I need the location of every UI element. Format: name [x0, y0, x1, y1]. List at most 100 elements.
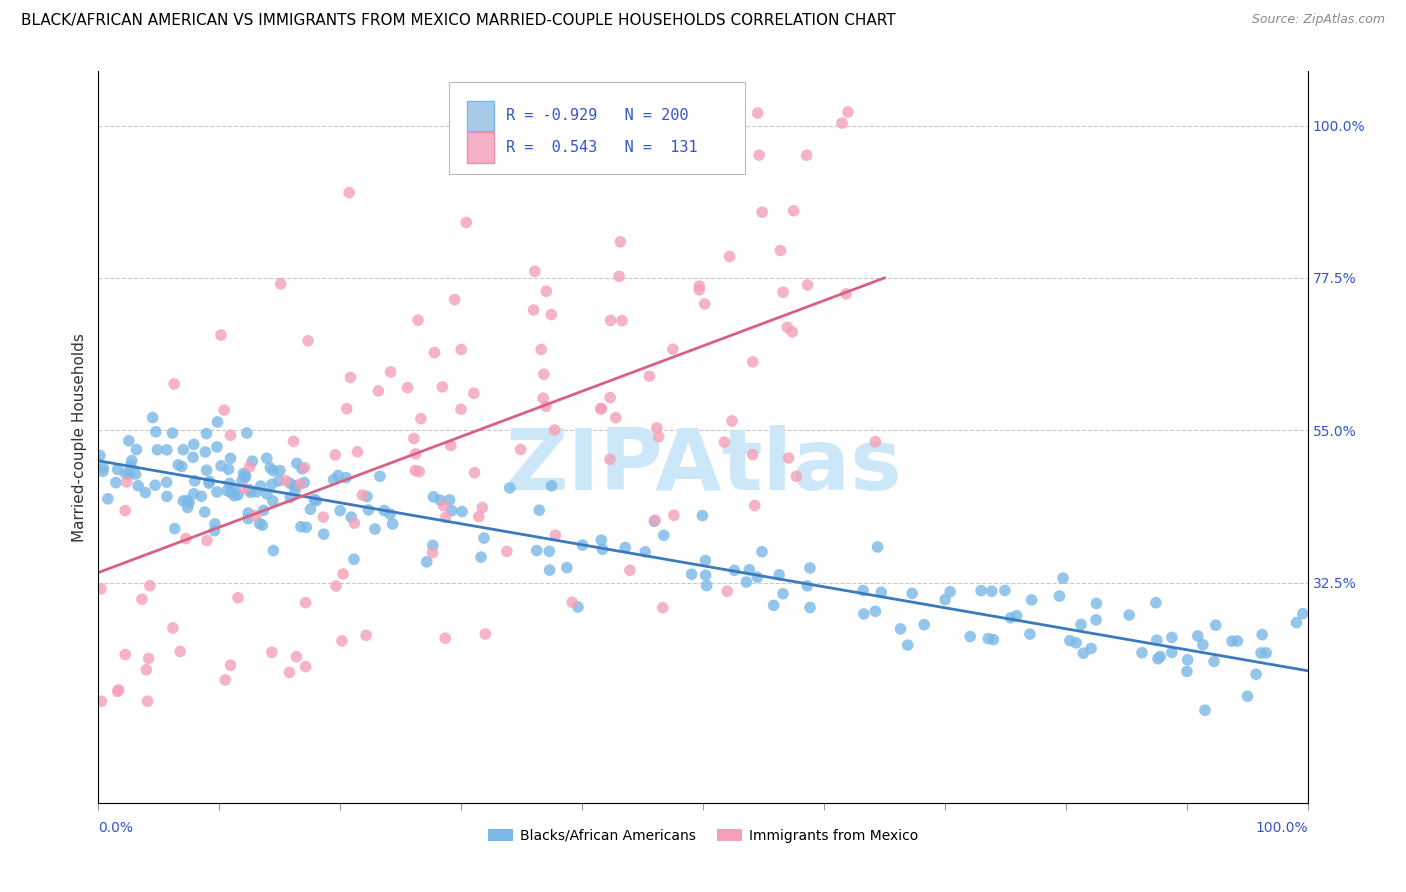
Point: [799, 561, 821, 575]
Point: [531, 391, 554, 405]
Point: [260, 645, 283, 659]
Point: [523, 303, 546, 318]
Point: [422, 538, 444, 552]
Point: [662, 343, 685, 357]
Point: [114, 503, 136, 517]
Text: 100.0%: 100.0%: [1256, 821, 1308, 835]
Point: [217, 483, 239, 498]
Point: [634, 545, 657, 559]
Point: [239, 459, 262, 474]
Point: [124, 467, 146, 481]
Point: [695, 568, 717, 582]
Point: [718, 250, 741, 264]
Point: [526, 543, 548, 558]
Point: [107, 682, 129, 697]
Point: [796, 579, 818, 593]
Point: [340, 510, 363, 524]
Point: [429, 493, 451, 508]
Point: [262, 464, 284, 478]
Point: [240, 454, 263, 468]
Point: [638, 369, 661, 384]
Point: [443, 293, 465, 307]
Point: [865, 604, 887, 618]
Point: [721, 414, 744, 428]
Point: [136, 694, 159, 708]
Text: R =  0.543   N =  131: R = 0.543 N = 131: [506, 140, 697, 155]
Point: [440, 503, 463, 517]
Point: [1285, 615, 1308, 630]
Point: [145, 425, 167, 439]
Point: [172, 442, 194, 457]
Point: [934, 592, 956, 607]
Point: [533, 368, 555, 382]
Point: [681, 567, 703, 582]
Point: [1144, 596, 1167, 610]
Point: [693, 297, 716, 311]
Point: [249, 479, 271, 493]
Point: [591, 401, 613, 416]
Point: [114, 648, 136, 662]
Point: [183, 437, 205, 451]
Point: [115, 475, 138, 489]
Point: [163, 522, 186, 536]
Point: [682, 116, 704, 130]
Point: [994, 583, 1017, 598]
Point: [249, 516, 271, 531]
Point: [735, 575, 758, 590]
Point: [422, 546, 444, 560]
Point: [90, 694, 112, 708]
Point: [299, 502, 322, 516]
Point: [209, 458, 232, 473]
Point: [1226, 634, 1249, 648]
Point: [174, 532, 197, 546]
Point: [162, 621, 184, 635]
Point: [610, 313, 633, 327]
Point: [796, 148, 818, 162]
Point: [772, 587, 794, 601]
Point: [205, 440, 228, 454]
Point: [330, 634, 353, 648]
Point: [529, 503, 551, 517]
Point: [463, 386, 485, 401]
Point: [304, 492, 326, 507]
Point: [224, 489, 246, 503]
Point: [285, 456, 308, 470]
Point: [89, 449, 111, 463]
Point: [866, 540, 889, 554]
Point: [163, 376, 186, 391]
Point: [337, 186, 360, 200]
Point: [195, 463, 218, 477]
Point: [406, 313, 429, 327]
Point: [380, 365, 402, 379]
Point: [368, 469, 391, 483]
Point: [747, 570, 769, 584]
Point: [236, 511, 259, 525]
Text: BLACK/AFRICAN AMERICAN VS IMMIGRANTS FROM MEXICO MARRIED-COUPLE HOUSEHOLDS CORRE: BLACK/AFRICAN AMERICAN VS IMMIGRANTS FRO…: [21, 13, 896, 29]
Point: [1187, 629, 1209, 643]
Point: [238, 506, 260, 520]
Point: [959, 630, 981, 644]
Point: [343, 552, 366, 566]
Point: [235, 470, 257, 484]
Point: [256, 487, 278, 501]
Point: [121, 453, 143, 467]
Point: [232, 467, 254, 481]
Point: [218, 462, 240, 476]
Point: [295, 520, 318, 534]
Point: [198, 475, 221, 489]
Point: [463, 466, 485, 480]
Point: [194, 445, 217, 459]
Point: [571, 538, 593, 552]
Point: [107, 684, 129, 698]
Point: [278, 491, 301, 505]
Point: [262, 543, 284, 558]
Point: [852, 607, 875, 621]
Point: [114, 467, 136, 481]
Point: [599, 313, 621, 327]
Point: [415, 555, 437, 569]
Point: [1292, 607, 1315, 621]
Point: [294, 596, 316, 610]
Point: [125, 442, 148, 457]
Point: [589, 401, 612, 416]
Point: [901, 586, 924, 600]
